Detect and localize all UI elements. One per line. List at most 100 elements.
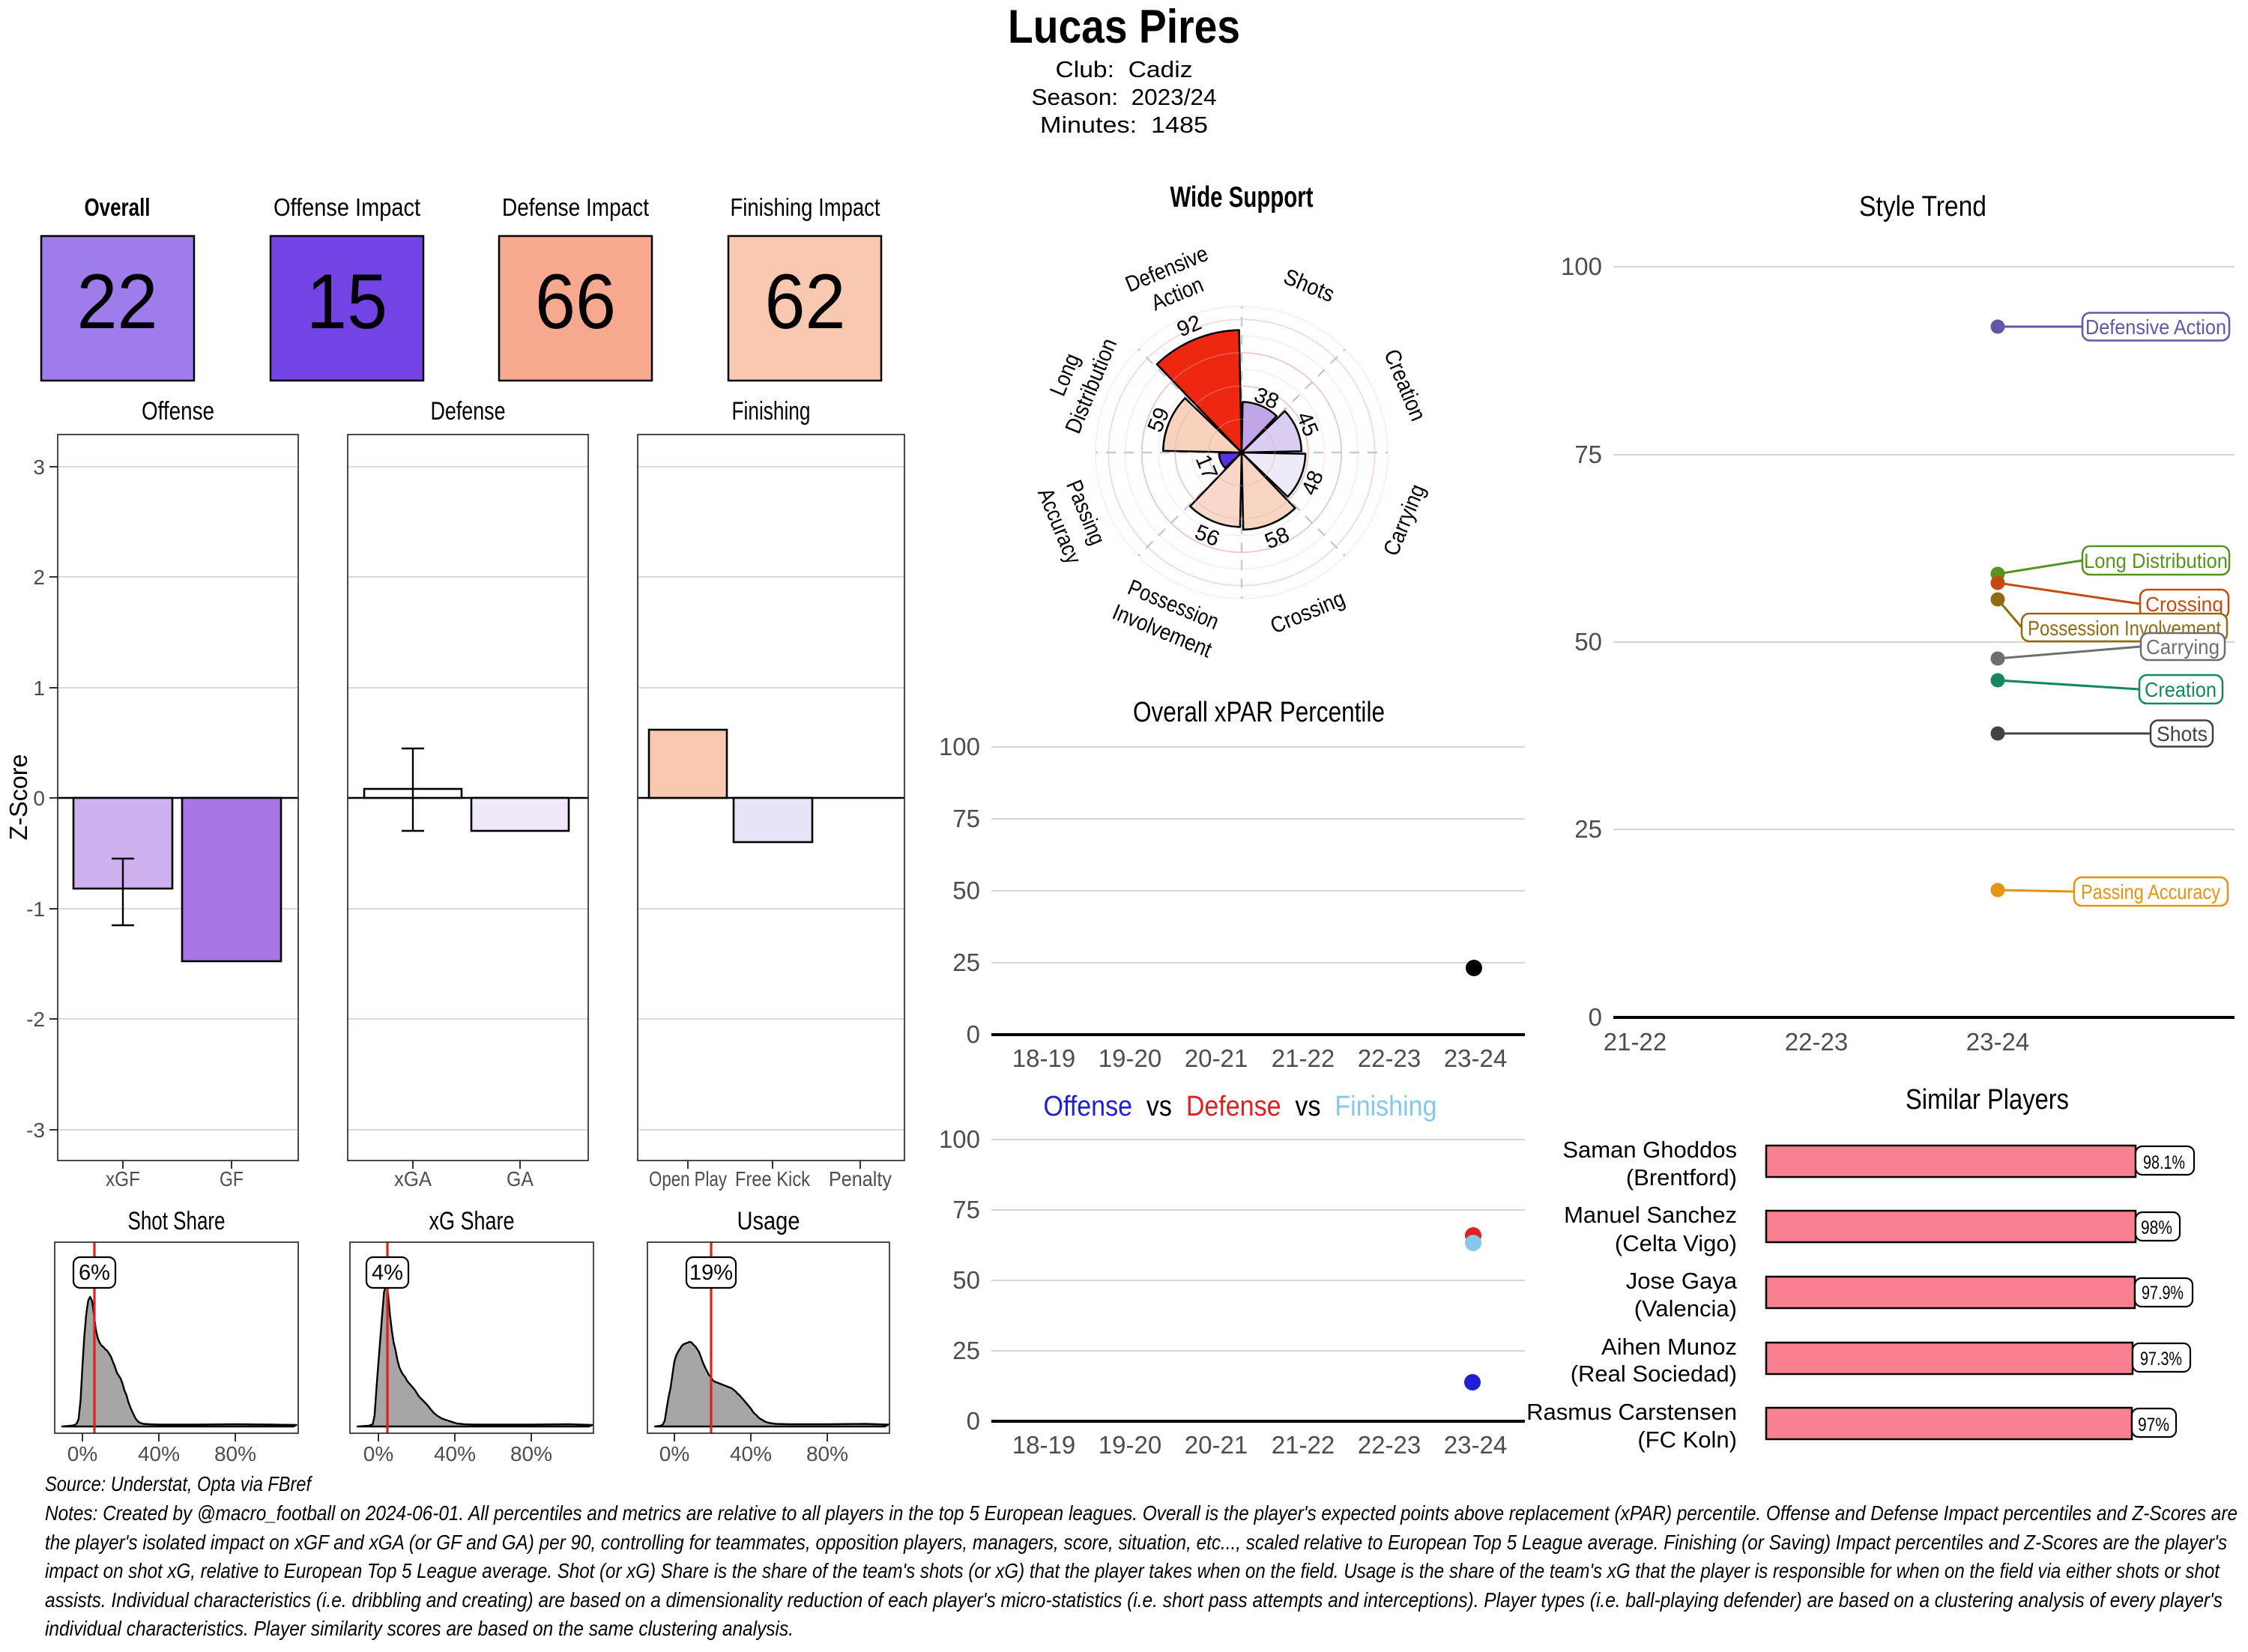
svg-text:Aihen Munoz: Aihen Munoz [1601,1334,1737,1360]
svg-text:19%: 19% [689,1261,733,1285]
svg-text:100: 100 [939,733,980,760]
svg-text:Free Kick: Free Kick [735,1167,811,1190]
svg-text:50: 50 [952,877,980,904]
svg-text:80%: 80% [806,1442,848,1465]
svg-text:19-20: 19-20 [1099,1431,1161,1459]
svg-text:66: 66 [535,258,616,345]
svg-text:Jose Gaya: Jose Gaya [1626,1268,1738,1294]
svg-text:0: 0 [967,1407,980,1435]
svg-text:Wide Support: Wide Support [1170,181,1314,214]
svg-text:23-24: 23-24 [1444,1431,1507,1459]
svg-text:75: 75 [952,1196,980,1223]
svg-text:22-23: 22-23 [1358,1431,1421,1459]
svg-text:19-20: 19-20 [1099,1044,1161,1072]
svg-text:Offense Impact: Offense Impact [274,193,420,221]
svg-text:xGA: xGA [394,1167,432,1190]
svg-text:40%: 40% [730,1442,772,1465]
svg-text:0%: 0% [363,1442,393,1465]
svg-text:Defense: Defense [431,397,506,426]
svg-text:75: 75 [1574,441,1602,468]
svg-text:97.3%: 97.3% [2140,1349,2182,1370]
svg-text:Open Play: Open Play [649,1167,727,1190]
svg-text:3: 3 [33,456,45,479]
svg-text:Style Trend: Style Trend [1859,191,1986,223]
svg-text:(Brentford): (Brentford) [1626,1164,1737,1190]
svg-text:100: 100 [1561,252,1602,280]
svg-text:Passing Accuracy: Passing Accuracy [2081,880,2220,904]
svg-text:40%: 40% [434,1442,476,1465]
svg-text:Defensive Action: Defensive Action [2085,315,2226,339]
svg-text:23-24: 23-24 [1444,1044,1507,1072]
svg-text:6%: 6% [79,1261,110,1285]
svg-text:assists. Individual characteri: assists. Individual characteristics (i.e… [45,1588,2223,1612]
svg-text:20-21: 20-21 [1185,1044,1248,1072]
svg-text:Saman Ghoddos: Saman Ghoddos [1562,1137,1737,1163]
svg-text:(Celta Vigo): (Celta Vigo) [1615,1230,1737,1256]
svg-text:15: 15 [306,258,387,345]
svg-text:0: 0 [1589,1003,1602,1031]
svg-text:xGF: xGF [106,1167,140,1190]
svg-text:Carrying: Carrying [2146,635,2220,659]
svg-text:100: 100 [939,1125,980,1153]
svg-text:Club: Cadiz: Club: Cadiz [1056,56,1193,82]
svg-text:-1: -1 [26,898,45,921]
svg-text:18-19: 18-19 [1012,1431,1075,1459]
svg-text:-2: -2 [26,1008,45,1031]
svg-text:Season: 2023/24: Season: 2023/24 [1032,84,1217,110]
svg-text:97%: 97% [2138,1415,2169,1435]
svg-text:50: 50 [1574,628,1602,656]
svg-text:Usage: Usage [737,1207,800,1235]
svg-text:25: 25 [952,1337,980,1364]
svg-text:62: 62 [765,258,846,345]
svg-text:98%: 98% [2141,1217,2172,1238]
svg-text:Minutes: 1485: Minutes: 1485 [1040,112,1208,138]
svg-text:21-22: 21-22 [1272,1431,1335,1459]
svg-text:-3: -3 [26,1119,45,1142]
svg-text:2: 2 [33,566,45,589]
svg-text:Defense Impact: Defense Impact [502,193,649,221]
svg-text:98.1%: 98.1% [2143,1152,2185,1173]
svg-text:25: 25 [952,948,980,976]
svg-text:GF: GF [220,1167,244,1190]
svg-text:Source: Understat, Opta via FB: Source: Understat, Opta via FBref [45,1472,313,1495]
svg-text:Lucas Pires: Lucas Pires [1008,1,1240,53]
svg-text:0%: 0% [659,1442,689,1465]
svg-text:0: 0 [967,1020,980,1048]
svg-text:22: 22 [77,258,158,345]
svg-text:Creation: Creation [2145,678,2217,701]
svg-text:xG Share: xG Share [429,1207,515,1235]
svg-text:0%: 0% [67,1442,97,1465]
svg-text:Manuel Sanchez: Manuel Sanchez [1564,1202,1737,1228]
svg-text:GA: GA [507,1167,534,1190]
svg-text:individual characteristics. Pl: individual characteristics. Player simil… [45,1617,794,1640]
svg-text:97.9%: 97.9% [2142,1283,2184,1304]
svg-text:40%: 40% [138,1442,180,1465]
svg-text:Shot Share: Shot Share [128,1207,226,1235]
svg-text:21-22: 21-22 [1272,1044,1335,1072]
svg-text:(FC Koln): (FC Koln) [1637,1426,1737,1453]
svg-text:Notes: Created by @macro_footb: Notes: Created by @macro_football on 202… [45,1501,2238,1525]
svg-text:Rasmus Carstensen: Rasmus Carstensen [1526,1399,1737,1425]
svg-text:Similar Players: Similar Players [1906,1084,2069,1116]
svg-text:Offense vs Defense vs Fini: Offense vs Defense vs Finishing [1044,1091,1437,1122]
svg-text:Shots: Shots [2157,722,2208,745]
svg-text:impact on shot xG, relative to: impact on shot xG, relative to European … [45,1559,2220,1582]
svg-text:Overall xPAR Percentile: Overall xPAR Percentile [1133,697,1385,728]
svg-text:the player's isolated impact o: the player's isolated impact on xGF and … [45,1531,2227,1554]
svg-text:21-22: 21-22 [1604,1028,1667,1056]
svg-text:50: 50 [952,1266,980,1294]
svg-text:80%: 80% [214,1442,256,1465]
svg-text:Finishing Impact: Finishing Impact [731,193,880,221]
svg-text:Offense: Offense [142,397,214,426]
svg-text:23-24: 23-24 [1966,1028,2029,1056]
svg-text:Finishing: Finishing [732,397,811,426]
svg-text:22-23: 22-23 [1785,1028,1848,1056]
svg-text:22-23: 22-23 [1358,1044,1421,1072]
svg-text:25: 25 [1574,815,1602,843]
svg-text:Z-Score: Z-Score [4,754,32,841]
svg-text:Penalty: Penalty [829,1167,892,1190]
svg-text:Long Distribution: Long Distribution [2084,549,2228,572]
svg-text:80%: 80% [510,1442,552,1465]
svg-text:18-19: 18-19 [1012,1044,1075,1072]
svg-text:(Real Sociedad): (Real Sociedad) [1571,1361,1737,1387]
